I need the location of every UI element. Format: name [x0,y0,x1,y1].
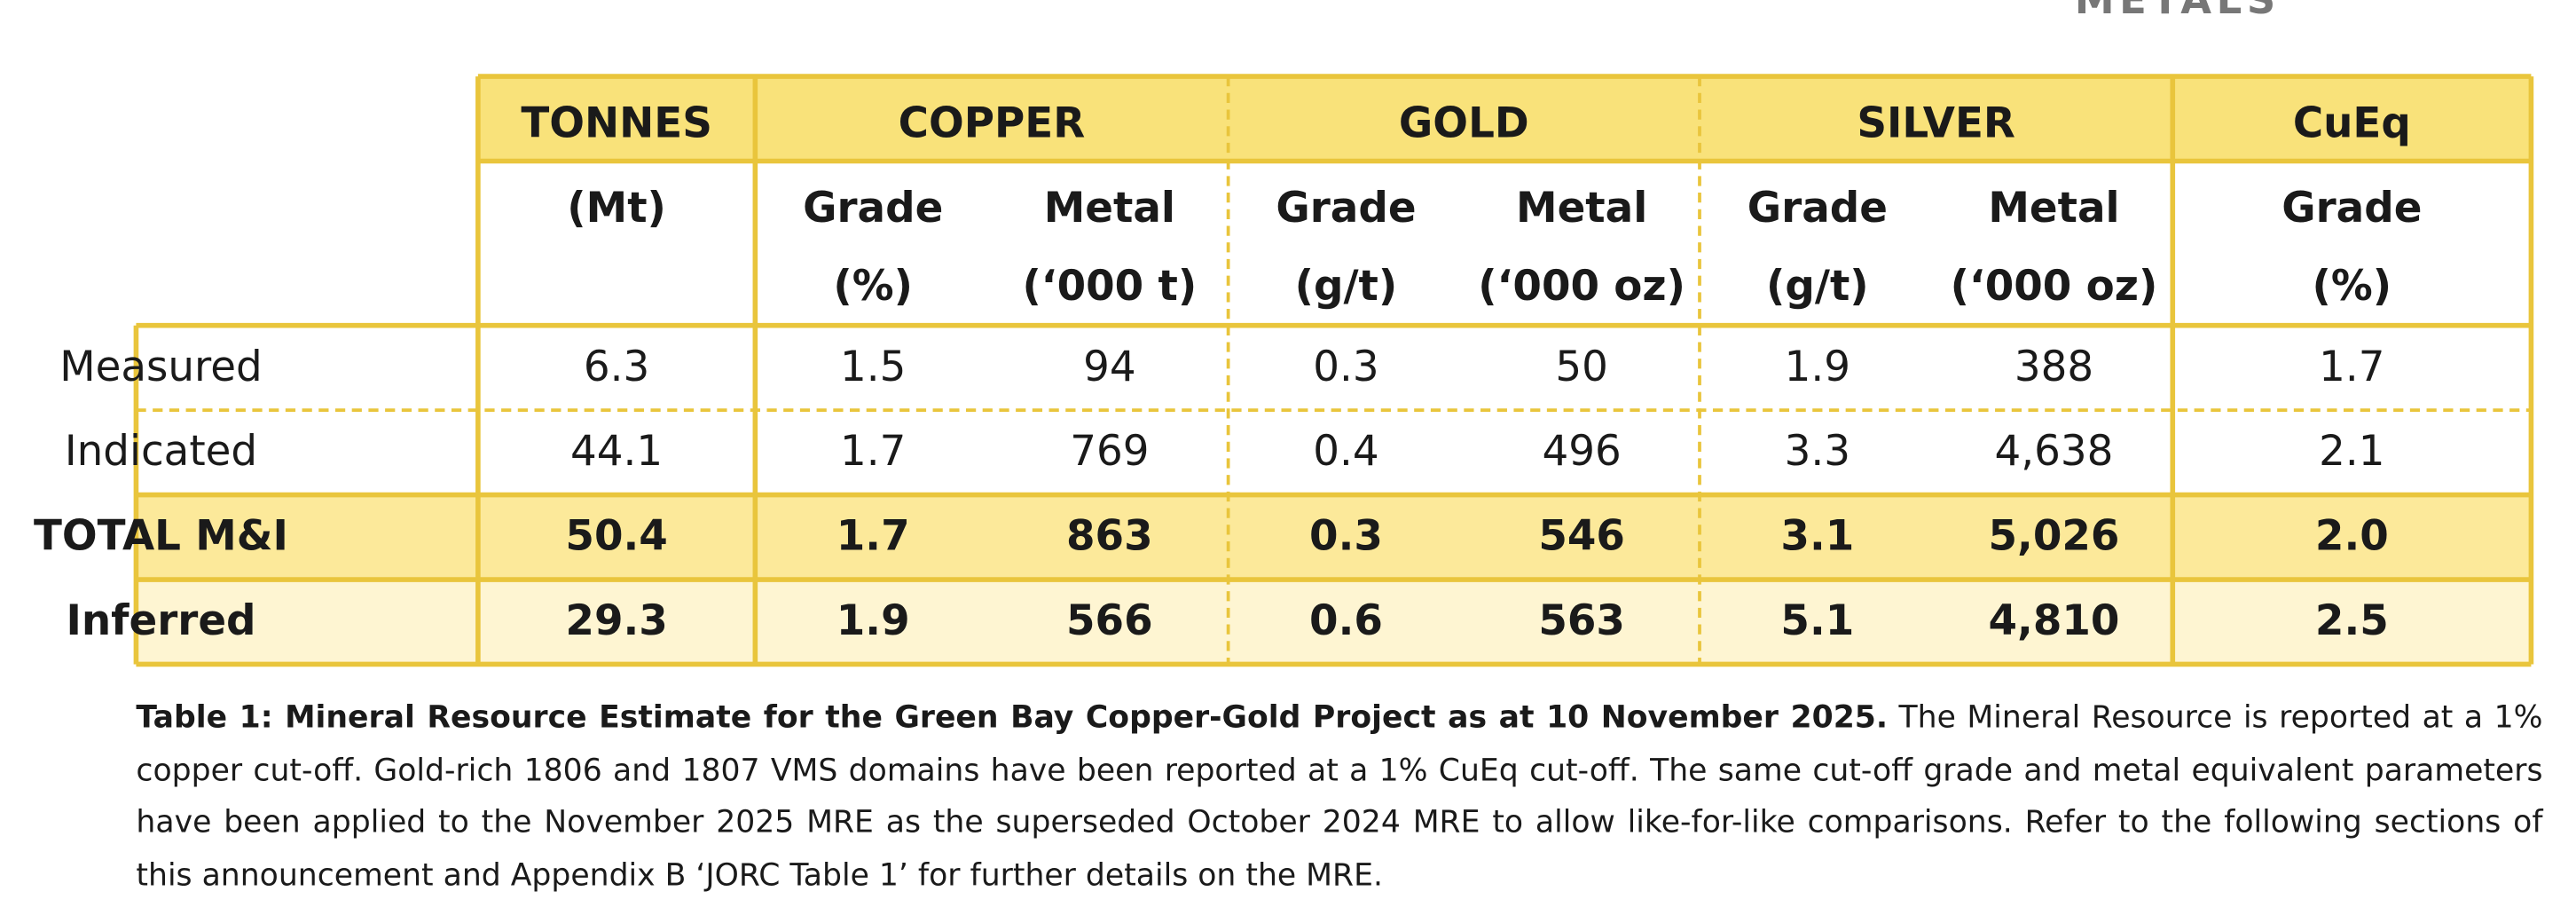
cell: 1.7 [836,513,910,561]
cell: 1.5 [840,343,906,391]
inferred-row-bg [136,580,2532,665]
group-header: SILVER [1857,100,2015,148]
cell: 2.0 [2315,513,2389,561]
resource-table: TONNES COPPER GOLD SILVER CuEq (Mt) Grade (%) Me… [34,74,2534,667]
column-header: Grade [1276,185,1416,233]
row-label: Indicated [65,428,257,476]
group-header: TONNES [521,100,712,148]
row-label: Inferred [66,597,255,645]
cell: 0.3 [1313,343,1378,391]
group-header: CuEq [2293,100,2411,148]
cell: 44.1 [570,428,663,476]
cell: 3.1 [1780,513,1854,561]
column-header: (g/t) [1295,263,1398,311]
cell: 3.3 [1785,428,1850,476]
cell: 50 [1555,343,1608,391]
cell: 4,810 [1989,597,2120,645]
cell: 6.3 [584,343,649,391]
column-header: (‘000 oz) [1478,263,1685,311]
column-header: Metal [1988,185,2119,233]
column-header: (%) [2313,263,2392,311]
header-band [477,76,2532,162]
column-header: (Mt) [567,185,666,233]
cell: 29.3 [565,597,667,645]
cell: 5.1 [1780,597,1854,645]
cell: 2.5 [2315,597,2389,645]
row-label: TOTAL M&I [34,513,288,561]
caption-text: The Mineral Resource is reported at a 1%… [136,700,2543,893]
caption: Table 1: Mineral Resource Estimate for t… [136,692,2542,902]
cell: 388 [2014,343,2093,391]
cell: 1.7 [840,428,906,476]
column-header: (g/t) [1766,263,1869,311]
cell: 863 [1066,513,1153,561]
total-row-bg [136,494,2532,580]
column-header: Grade [803,185,943,233]
cell: 0.6 [1309,597,1383,645]
column-header: Grade [2281,185,2422,233]
column-header: (%) [833,263,913,311]
cell: 50.4 [565,513,667,561]
cell: 563 [1538,597,1625,645]
cell: 0.3 [1309,513,1383,561]
cell: 1.9 [1785,343,1850,391]
column-header: Metal [1516,185,1647,233]
cell: 496 [1543,428,1622,476]
cell: 546 [1538,513,1625,561]
cell: 769 [1070,428,1149,476]
row-label: Measured [59,343,262,391]
cell: 0.4 [1313,428,1378,476]
column-header: (‘000 oz) [1951,263,2158,311]
cell: 566 [1066,597,1153,645]
group-header: GOLD [1399,100,1529,148]
cell: 1.7 [2319,343,2384,391]
cell: 2.1 [2319,428,2384,476]
column-header: (‘000 t) [1022,263,1197,311]
cell: 4,638 [1995,428,2114,476]
column-header: Grade [1747,185,1888,233]
cell: 5,026 [1989,513,2120,561]
caption-title: Table 1: Mineral Resource Estimate for t… [136,700,1889,736]
cell: 1.9 [836,597,910,645]
group-header: COPPER [899,100,1086,148]
logo-text: METALS [2074,0,2281,24]
column-header: Metal [1044,185,1175,233]
cell: 94 [1083,343,1136,391]
